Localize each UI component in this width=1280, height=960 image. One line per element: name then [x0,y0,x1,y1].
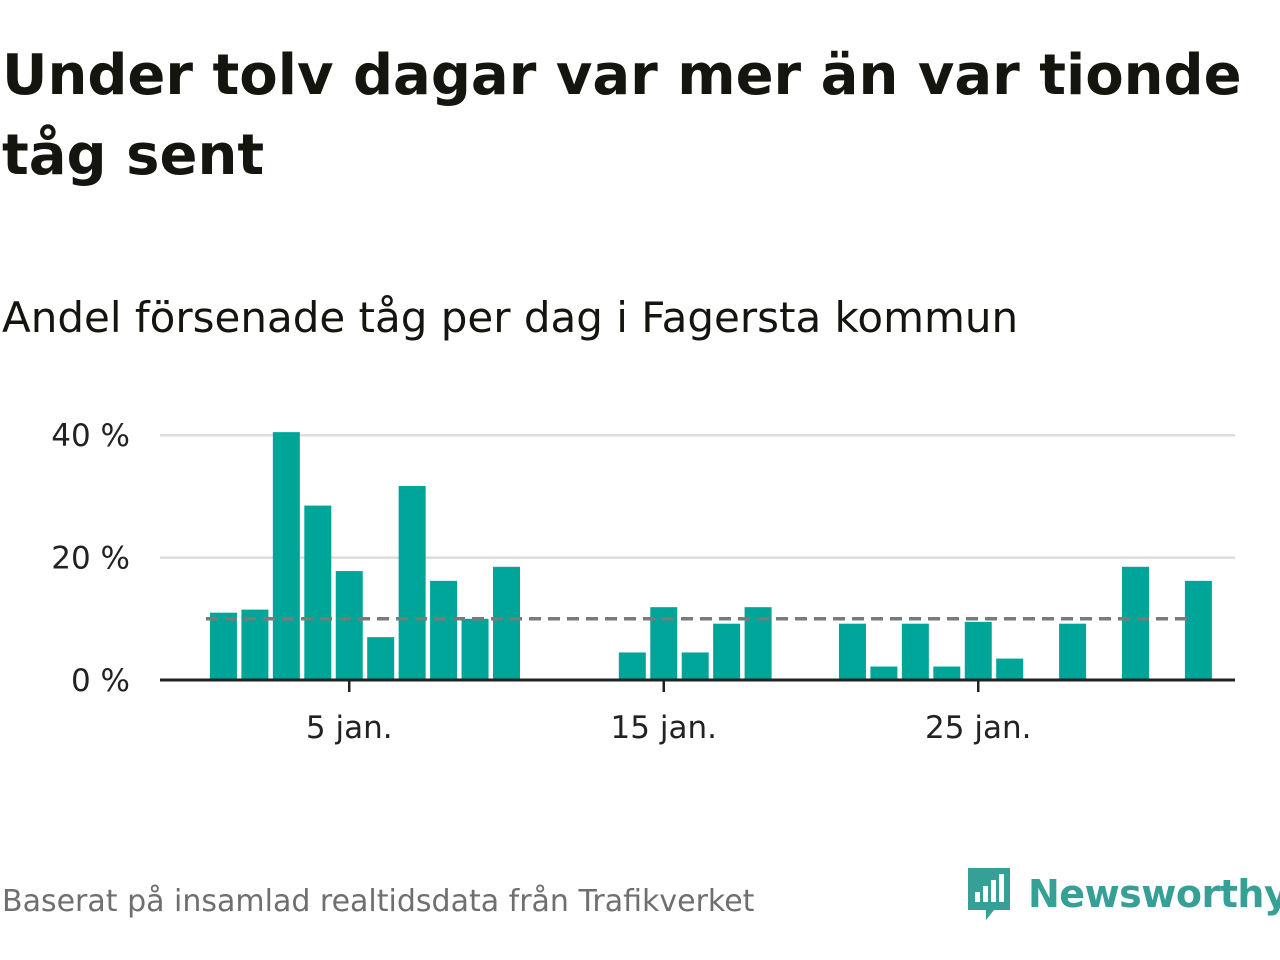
x-tick-label: 15 jan. [611,710,717,746]
bar [713,623,741,680]
bar [493,566,520,680]
chart-subtitle: Andel försenade tåg per dag i Fagersta k… [2,293,1019,342]
brand-name: Newsworthy [1028,872,1280,916]
bar [367,637,395,680]
axes: 0 % 20 % 40 % 5 jan. 15 jan. 25 jan. [51,418,1235,746]
x-tick-label: 5 jan. [306,710,393,746]
y-tick-label: 40 % [51,418,130,454]
bar [618,652,646,680]
bar [430,580,458,680]
bar [838,623,866,680]
bar [304,505,332,680]
y-tick-label: 20 % [51,541,130,577]
bar [870,666,898,680]
bar [1122,566,1149,680]
bar [241,609,269,680]
bar [461,618,489,680]
bar [209,612,237,680]
chart-title: Under tolv dagar var mer än var tionde t… [2,43,1242,188]
x-tick-label: 25 jan. [925,710,1031,746]
bar [335,571,363,680]
bar [964,621,992,680]
source-note: Baserat på insamlad realtidsdata från Tr… [2,884,755,919]
bar [681,652,709,680]
y-tick-label: 0 % [71,663,130,699]
bar-chart: 0 % 20 % 40 % 5 jan. 15 jan. 25 jan. [51,418,1235,746]
bar [1059,623,1087,680]
bar [933,666,961,680]
newsworthy-logo-icon [968,868,1010,920]
brand-logo: Newsworthy [964,864,1280,924]
bar [901,623,929,680]
bar [1184,580,1212,680]
bars [209,432,1212,680]
bar [398,485,426,680]
bar [996,658,1024,680]
bar [272,432,300,680]
grid-lines [160,433,1235,559]
